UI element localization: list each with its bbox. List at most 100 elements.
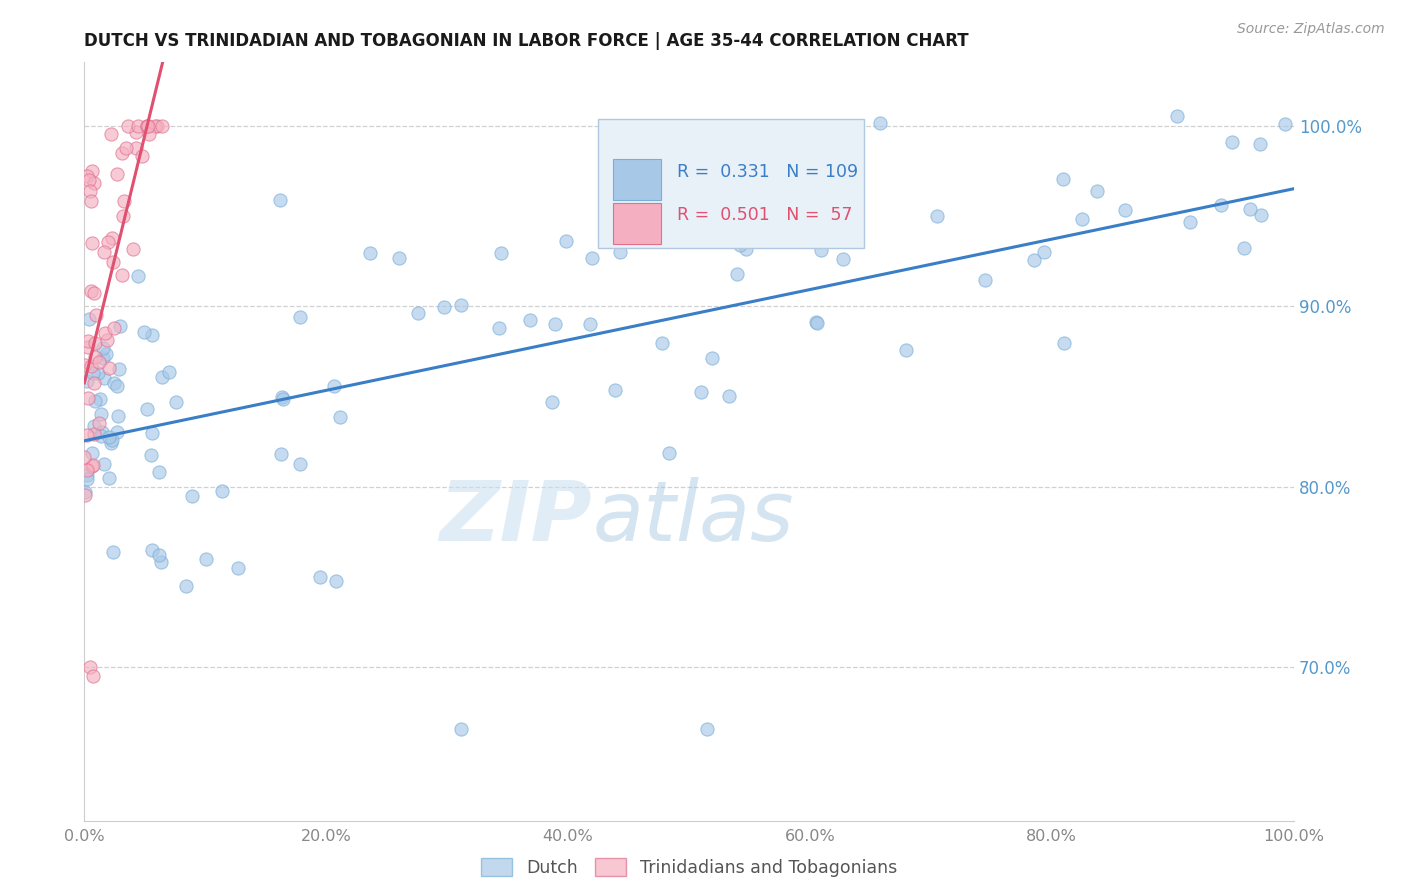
Point xyxy=(83,177,105,191)
Point xyxy=(651,336,673,351)
Point xyxy=(80,459,103,474)
Point xyxy=(100,436,122,450)
Point xyxy=(79,184,101,198)
Text: R =  0.501   N =  57: R = 0.501 N = 57 xyxy=(676,206,852,225)
Point xyxy=(150,556,173,570)
Point xyxy=(1087,184,1109,198)
Point xyxy=(75,484,97,499)
Point xyxy=(79,194,101,209)
Point xyxy=(127,268,149,283)
Point xyxy=(131,149,153,163)
Point xyxy=(79,660,101,674)
Point xyxy=(93,326,115,340)
Point xyxy=(76,428,98,442)
FancyBboxPatch shape xyxy=(599,120,865,248)
Point xyxy=(73,488,96,502)
Point xyxy=(135,119,157,133)
Point xyxy=(77,340,100,354)
Point xyxy=(80,359,103,373)
Text: ZIP: ZIP xyxy=(440,477,592,558)
Point xyxy=(138,127,160,141)
Point xyxy=(143,119,166,133)
Point xyxy=(107,409,129,424)
Point xyxy=(725,267,748,281)
Point xyxy=(139,448,162,462)
Point xyxy=(103,321,125,335)
Point xyxy=(76,374,98,388)
Point xyxy=(1114,202,1136,217)
Point xyxy=(105,425,128,440)
Point xyxy=(579,318,602,332)
Point xyxy=(226,561,249,575)
Point xyxy=(76,472,98,486)
Point xyxy=(83,286,105,301)
Point xyxy=(690,384,713,399)
Point xyxy=(82,458,104,473)
Point xyxy=(136,119,159,133)
Point xyxy=(76,391,98,405)
Point xyxy=(1052,172,1074,186)
Point xyxy=(141,328,163,343)
Text: DUTCH VS TRINIDADIAN AND TOBAGONIAN IN LABOR FORCE | AGE 35-44 CORRELATION CHART: DUTCH VS TRINIDADIAN AND TOBAGONIAN IN L… xyxy=(84,32,969,50)
Point xyxy=(90,407,112,421)
Point xyxy=(450,722,472,736)
Point xyxy=(76,169,98,184)
Point xyxy=(157,365,180,379)
Point xyxy=(80,285,103,299)
Point xyxy=(180,489,202,503)
Point xyxy=(806,316,828,330)
Point xyxy=(101,231,124,245)
Point xyxy=(174,579,197,593)
Point xyxy=(325,574,347,588)
Point xyxy=(83,335,105,350)
Point xyxy=(1249,136,1271,151)
Point xyxy=(80,163,103,178)
Point xyxy=(309,570,332,584)
Point xyxy=(121,242,143,256)
Point xyxy=(519,313,541,327)
Point xyxy=(108,319,131,334)
Point xyxy=(1053,335,1076,350)
Point xyxy=(97,430,120,444)
Point xyxy=(609,244,631,259)
Point xyxy=(869,116,891,130)
Point xyxy=(728,238,751,252)
Point xyxy=(606,209,628,223)
Point xyxy=(136,119,159,133)
Point xyxy=(450,298,472,312)
Point xyxy=(141,542,163,557)
Point xyxy=(103,376,125,390)
Text: Source: ZipAtlas.com: Source: ZipAtlas.com xyxy=(1237,22,1385,37)
Point xyxy=(540,394,562,409)
Point xyxy=(329,409,352,424)
Point xyxy=(146,119,169,133)
Point xyxy=(76,467,98,482)
Point xyxy=(804,315,827,329)
Point xyxy=(93,457,115,471)
Point xyxy=(408,306,430,320)
Point xyxy=(717,389,740,403)
Point xyxy=(744,211,766,226)
Point xyxy=(111,146,134,161)
Point xyxy=(76,334,98,349)
Point xyxy=(82,366,104,380)
Point xyxy=(96,235,118,250)
Point xyxy=(98,361,121,376)
Point xyxy=(1022,253,1045,268)
Point xyxy=(1032,245,1054,260)
Point xyxy=(165,395,187,409)
Point xyxy=(211,483,233,498)
Point xyxy=(927,210,949,224)
Point xyxy=(605,384,627,398)
Text: R =  0.331   N = 109: R = 0.331 N = 109 xyxy=(676,162,858,180)
Point xyxy=(1274,117,1296,131)
Point xyxy=(100,433,122,447)
Point xyxy=(83,394,105,409)
Legend: Dutch, Trinidadians and Tobagonians: Dutch, Trinidadians and Tobagonians xyxy=(474,851,904,884)
Point xyxy=(1209,198,1232,212)
Point xyxy=(489,245,512,260)
Point xyxy=(82,446,104,460)
Point xyxy=(117,119,139,133)
Point xyxy=(125,125,148,139)
Point xyxy=(105,379,128,393)
